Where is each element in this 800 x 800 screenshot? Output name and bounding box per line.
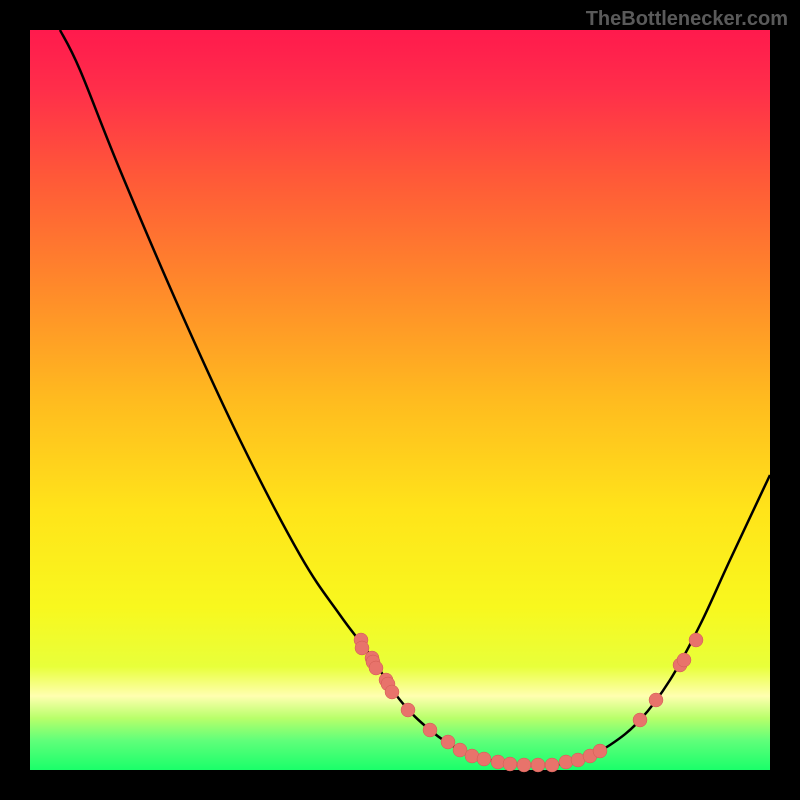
data-marker: [545, 758, 559, 772]
data-marker: [517, 758, 531, 772]
chart-container: TheBottlenecker.com: [0, 0, 800, 800]
data-marker: [385, 685, 399, 699]
data-marker: [689, 633, 703, 647]
data-marker: [503, 757, 517, 771]
data-marker: [531, 758, 545, 772]
data-marker: [441, 735, 455, 749]
data-marker: [423, 723, 437, 737]
chart-svg: [0, 0, 800, 800]
data-marker: [677, 653, 691, 667]
data-marker: [633, 713, 647, 727]
data-marker: [491, 755, 505, 769]
data-marker: [369, 661, 383, 675]
data-marker: [649, 693, 663, 707]
data-marker: [401, 703, 415, 717]
data-marker: [477, 752, 491, 766]
data-marker: [559, 755, 573, 769]
watermark-text: TheBottlenecker.com: [586, 8, 788, 31]
data-marker: [593, 744, 607, 758]
data-marker: [465, 749, 479, 763]
plot-background: [30, 30, 770, 770]
